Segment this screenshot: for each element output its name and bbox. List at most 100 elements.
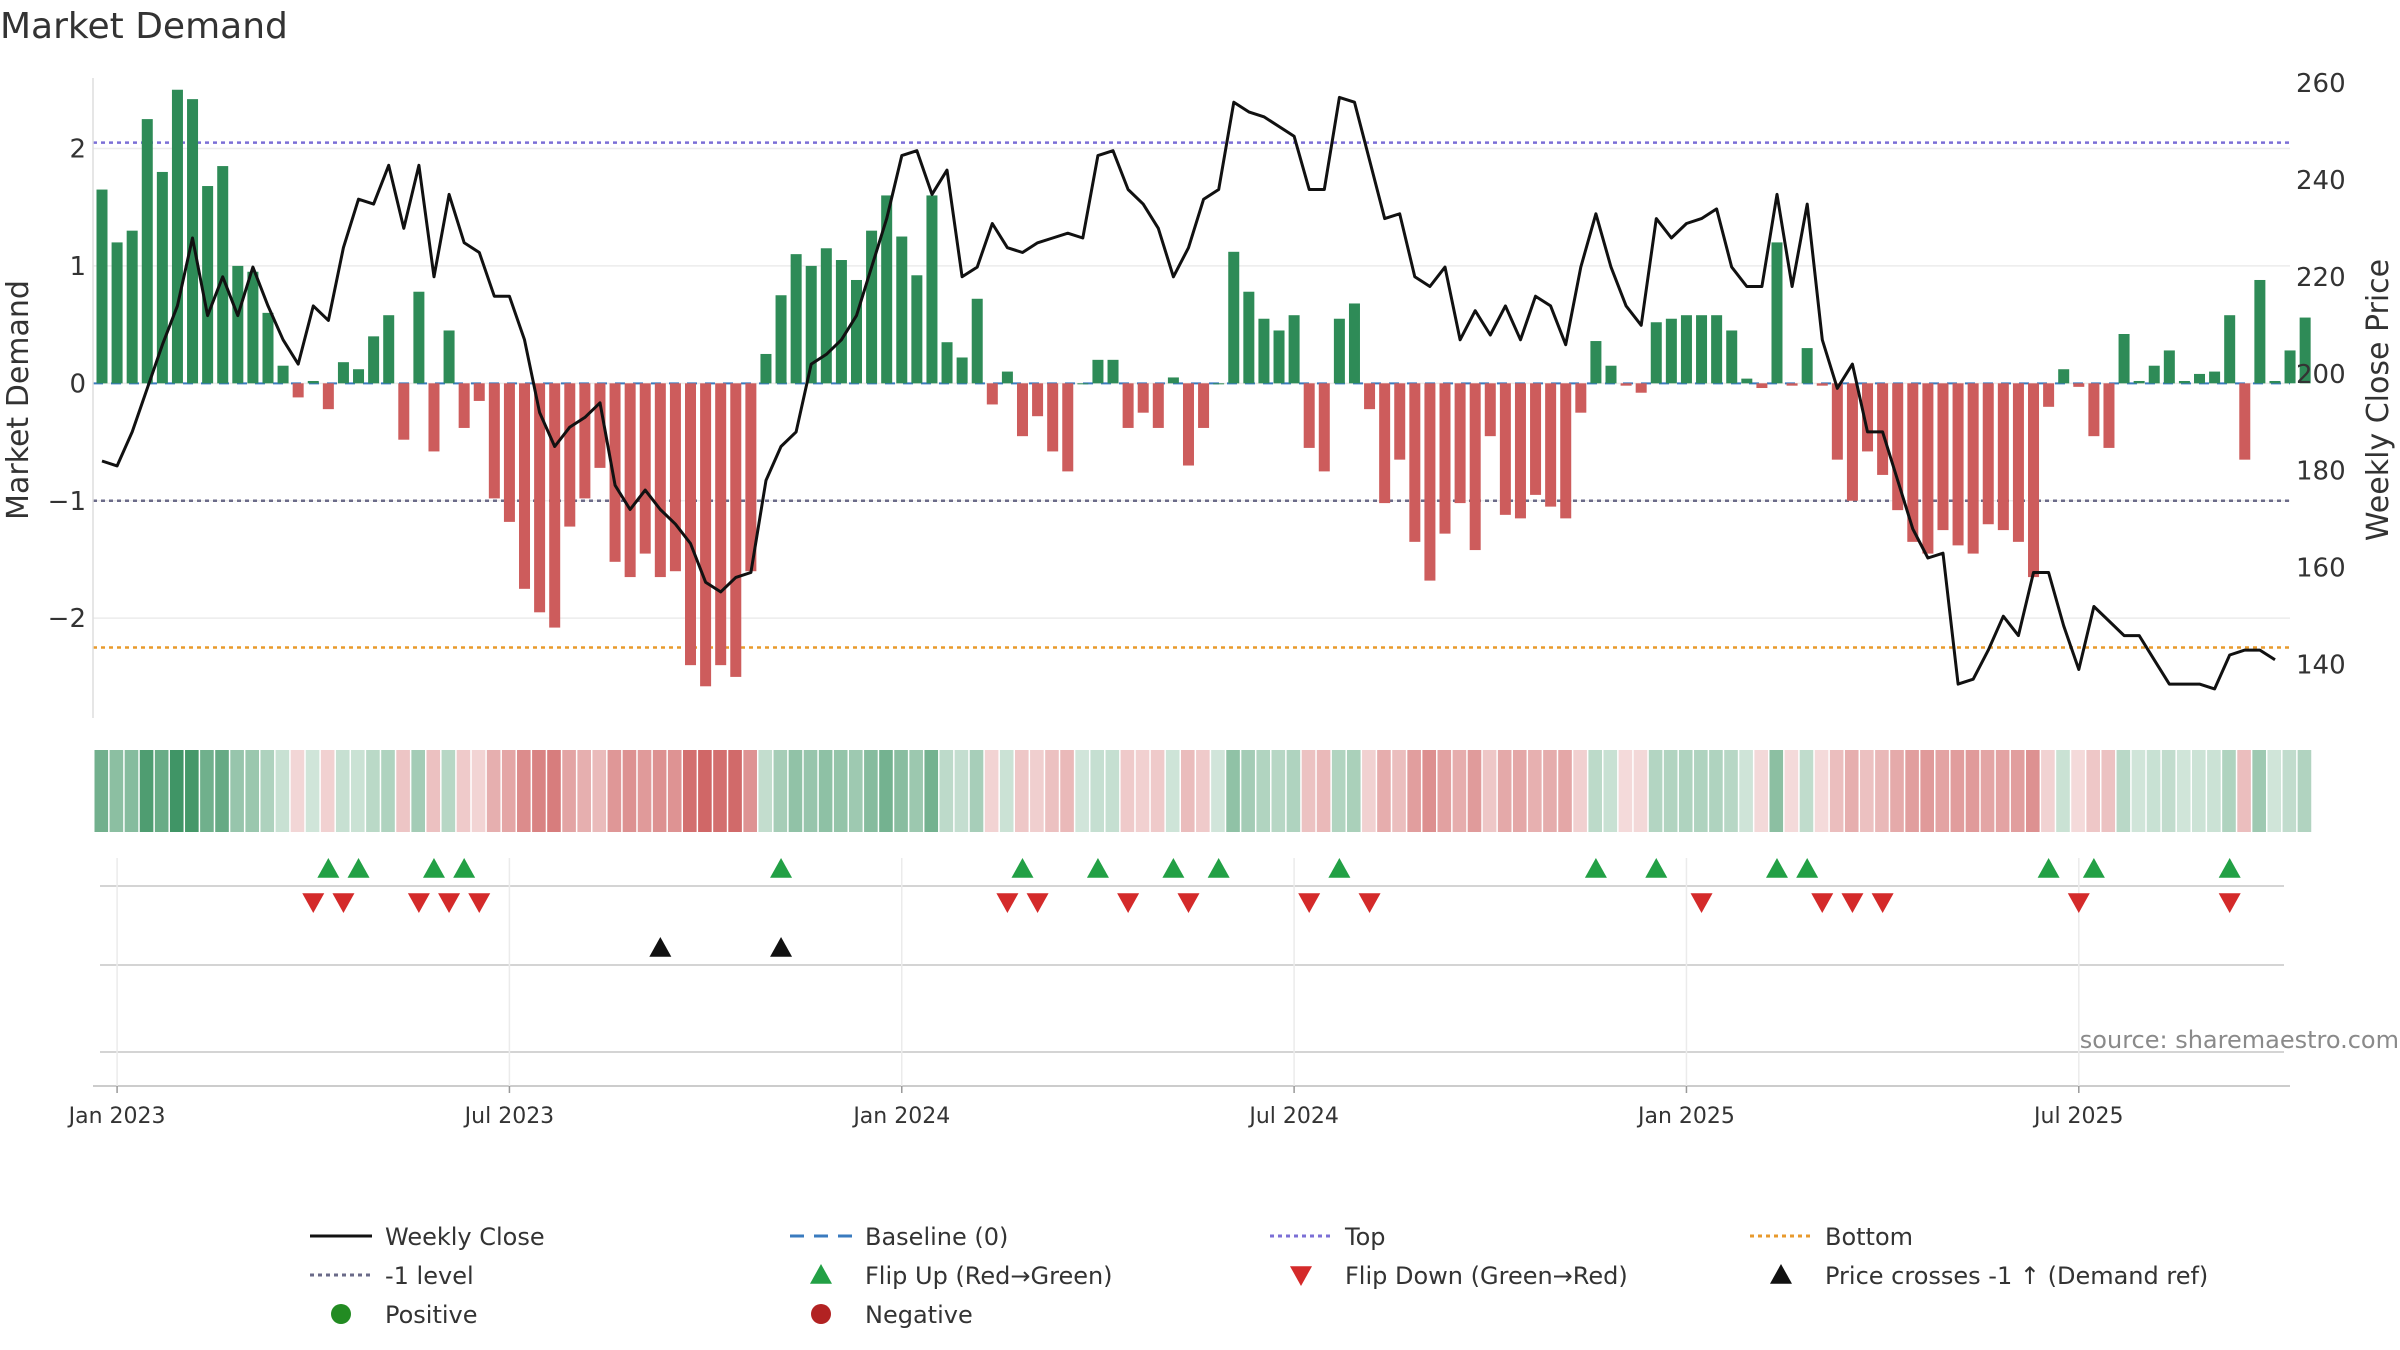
flip-down-marker — [2218, 893, 2241, 913]
demand-bar — [1364, 383, 1376, 410]
demand-bar — [1348, 303, 1360, 384]
flip-down-marker — [1177, 893, 1200, 913]
state-cell — [592, 750, 607, 832]
state-cell — [1362, 750, 1376, 832]
state-cell — [1060, 750, 1074, 832]
state-cell — [169, 750, 184, 832]
state-cell — [1045, 750, 1059, 832]
flip-up-marker — [422, 858, 445, 878]
demand-bar — [1545, 383, 1557, 507]
state-cell — [456, 750, 471, 832]
state-cell — [1226, 750, 1240, 832]
demand-bar — [594, 383, 606, 468]
demand-bar — [458, 383, 470, 428]
demand-bar — [1711, 315, 1723, 384]
state-cell — [1844, 750, 1859, 832]
flip-up-marker — [2082, 858, 2105, 878]
demand-bar — [1258, 318, 1270, 384]
state-cell — [909, 750, 923, 832]
state-cell — [335, 750, 350, 832]
state-cell — [879, 750, 893, 832]
date-tick-label: Jul 2024 — [1247, 1104, 1339, 1129]
demand-bar — [1575, 383, 1587, 413]
state-cell — [351, 750, 365, 832]
weekly-close-polyline — [101, 95, 2276, 691]
legend-item-price-crosses-1-demand-ref: Price crosses -1 ↑ (Demand ref) — [1770, 1262, 2208, 1290]
left-tick-label: −1 — [48, 487, 86, 517]
demand-bar — [1122, 383, 1134, 428]
demand-bar — [473, 383, 485, 401]
demand-bar — [866, 230, 878, 384]
demand-bar — [685, 383, 697, 666]
flip-down-marker — [302, 893, 325, 913]
demand-bar — [2224, 315, 2236, 384]
state-cell — [2252, 750, 2266, 832]
demand-bar — [1228, 251, 1240, 384]
flip-down-marker — [1358, 893, 1381, 913]
state-cell — [185, 750, 199, 832]
demand-bar — [1514, 383, 1526, 519]
flip-down-marker — [438, 893, 461, 913]
flip-up-marker — [1207, 858, 1230, 878]
demand-bar — [1696, 315, 1708, 384]
state-cell — [1241, 750, 1255, 832]
demand-bar — [2073, 383, 2085, 387]
demand-bar — [2239, 383, 2251, 460]
state-cell — [1346, 750, 1361, 832]
state-cell — [1890, 750, 1904, 832]
right-axis-ticks: 140 160 180 200 220 240 260 — [2296, 69, 2346, 681]
demand-bar — [1530, 383, 1542, 495]
state-cell — [1935, 750, 1950, 832]
demand-bar — [956, 357, 968, 384]
legend-label: Negative — [865, 1301, 973, 1329]
flip-up-marker — [1162, 858, 1185, 878]
demand-bar — [202, 186, 214, 384]
state-cell — [2207, 750, 2221, 832]
state-cell — [1301, 750, 1316, 832]
state-cell — [1497, 750, 1512, 832]
price-cross-marker — [649, 937, 672, 957]
demand-bar — [805, 265, 817, 384]
demand-bar — [1379, 383, 1391, 504]
flip-down-marker — [1841, 893, 1864, 913]
flip-down-marker — [2067, 893, 2090, 913]
right-tick-label: 260 — [2296, 69, 2346, 99]
state-cell — [1754, 750, 1768, 832]
source-label: source: sharemaestro.com — [2080, 1026, 2399, 1054]
demand-bar — [2209, 371, 2221, 384]
state-cell — [1482, 750, 1497, 832]
demand-bar — [549, 383, 561, 628]
state-cell — [124, 750, 139, 832]
demand-bar — [669, 383, 681, 572]
state-cell — [758, 750, 773, 832]
demand-bar — [1288, 315, 1300, 384]
state-cell — [381, 750, 395, 832]
demand-bar — [1741, 378, 1753, 384]
demand-bar — [1862, 383, 1874, 452]
state-cell — [1739, 750, 1753, 832]
state-cell — [1331, 750, 1346, 832]
demand-bar — [790, 254, 802, 384]
demand-bar — [971, 298, 983, 384]
state-cell — [366, 750, 380, 832]
state-cell — [1995, 750, 2010, 832]
state-cell — [1709, 750, 1723, 832]
state-cell — [139, 750, 154, 832]
flip-down-marker — [996, 893, 1019, 913]
flip-up-marker — [1584, 858, 1607, 878]
demand-bar — [2269, 380, 2281, 384]
demand-bar — [1922, 383, 1934, 554]
demand-bar — [760, 353, 772, 384]
state-cell — [1920, 750, 1934, 832]
state-cell — [2056, 750, 2070, 832]
date-tick-label: Jan 2024 — [851, 1104, 950, 1129]
legend-item-positive: Positive — [331, 1301, 478, 1329]
demand-bar — [1047, 383, 1059, 452]
price-cross-marker — [770, 937, 793, 957]
demand-bar — [881, 195, 893, 384]
state-cell — [2161, 750, 2176, 832]
right-tick-label: 160 — [2296, 554, 2346, 584]
state-cell — [849, 750, 863, 832]
demand-bar — [1333, 318, 1345, 384]
